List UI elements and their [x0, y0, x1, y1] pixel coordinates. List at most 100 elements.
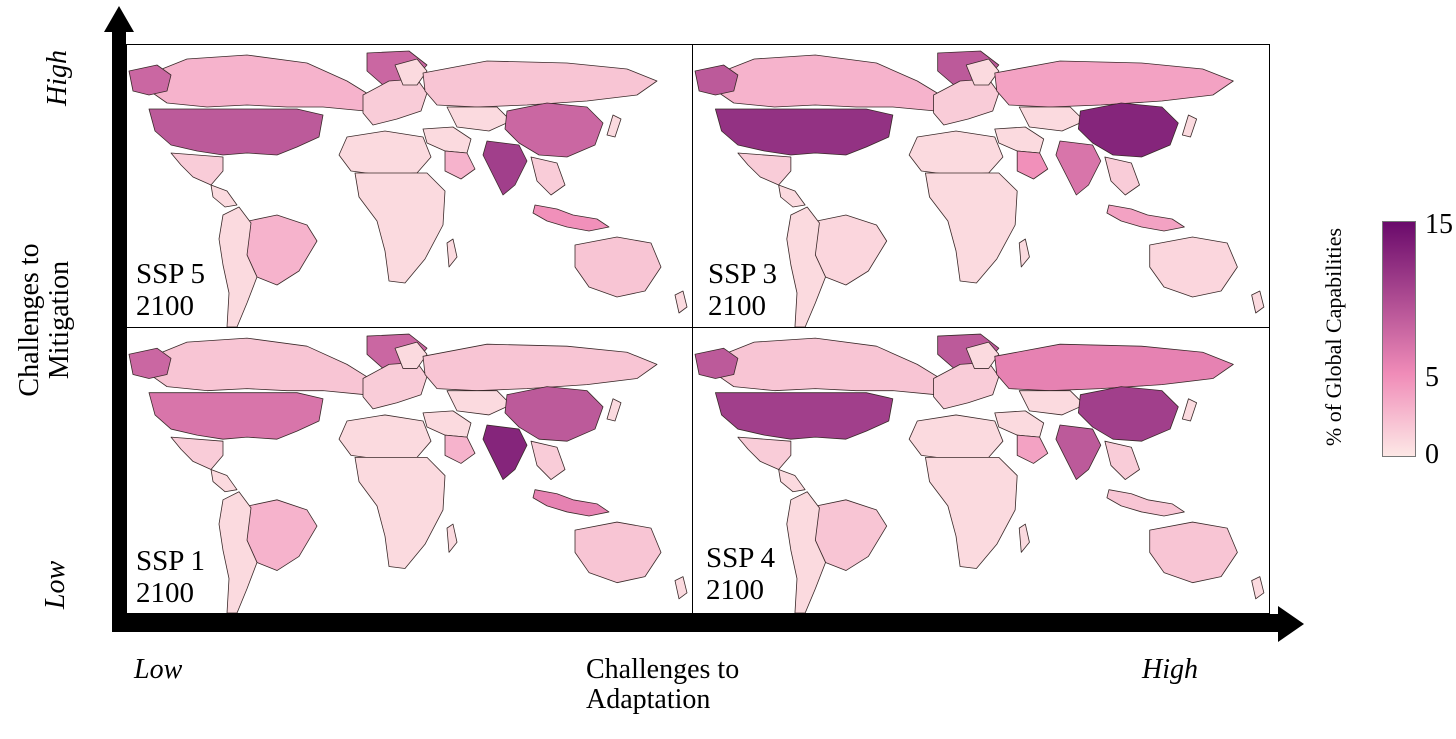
map-panel-ssp5	[127, 45, 692, 327]
map-panel-ssp4	[693, 328, 1269, 613]
country-mideast	[422, 126, 472, 154]
country-scandinavia	[394, 58, 428, 86]
country-mideast	[994, 410, 1045, 438]
country-alaska	[694, 64, 739, 96]
colorbar-gradient	[1382, 221, 1416, 457]
country-indonesia	[532, 489, 610, 517]
map-ssp4	[694, 333, 1265, 613]
country-canada	[146, 337, 374, 396]
country-indonesia	[532, 204, 610, 232]
country-usa	[148, 108, 324, 156]
y-axis-title-line1: Challenges to	[13, 243, 45, 397]
country-alaska	[694, 347, 739, 379]
country-japan	[606, 114, 622, 138]
x-axis-arrow-shaft	[112, 614, 1286, 632]
country-madagascar	[446, 523, 458, 553]
country-alaska	[128, 347, 172, 379]
country-safrica	[925, 456, 1018, 569]
country-seasia	[530, 156, 566, 196]
country-kazakh	[1018, 106, 1085, 132]
country-usa	[148, 392, 324, 440]
country-australia	[1149, 521, 1238, 584]
country-scandinavia	[965, 341, 1000, 369]
country-russia	[994, 60, 1234, 108]
country-kazakh	[446, 390, 512, 416]
country-india	[482, 424, 528, 481]
country-madagascar	[1018, 238, 1030, 268]
country-europe	[362, 78, 428, 126]
country-madagascar	[446, 238, 458, 268]
map-ssp1	[128, 333, 688, 613]
country-india	[482, 140, 528, 196]
country-china	[504, 102, 604, 158]
country-china	[1077, 386, 1179, 442]
country-nz	[674, 576, 688, 600]
country-kazakh	[446, 106, 512, 132]
x-axis-title-line2: Adaptation	[586, 684, 711, 716]
country-saudi	[444, 434, 476, 464]
scenario-label: SSP 4	[706, 542, 776, 574]
map-panel-ssp1	[127, 328, 692, 613]
map-panel-ssp3	[693, 45, 1269, 327]
country-mideast	[994, 126, 1045, 154]
country-central	[210, 184, 238, 208]
country-india	[1055, 140, 1102, 196]
country-kazakh	[1018, 390, 1085, 416]
country-russia	[422, 60, 658, 108]
y-axis-title-line2: Mitigation	[44, 260, 75, 380]
map-ssp3	[694, 50, 1265, 327]
country-canada	[146, 54, 374, 112]
year-label: 2100	[136, 290, 194, 323]
country-europe	[933, 361, 1000, 410]
x-axis-title-line1: Challenges to	[586, 654, 740, 685]
country-australia	[1149, 236, 1238, 298]
country-india	[1055, 424, 1102, 481]
y-axis-title: Challenges to Mitigation	[13, 243, 75, 397]
country-canada	[712, 54, 945, 112]
country-nafrica	[908, 130, 1004, 176]
country-indonesia	[1106, 204, 1185, 232]
country-mexico	[737, 152, 792, 186]
country-canada	[712, 337, 945, 396]
country-nz	[674, 290, 688, 314]
y-axis-high-label: High	[41, 50, 73, 106]
country-usa	[715, 392, 894, 440]
y-axis-low-label: Low	[39, 560, 71, 610]
country-southam	[218, 491, 258, 613]
country-australia	[574, 521, 662, 584]
year-label: 2100	[136, 577, 194, 610]
country-safrica	[354, 456, 446, 569]
country-europe	[362, 361, 428, 410]
country-safrica	[925, 172, 1018, 284]
country-nafrica	[338, 130, 432, 176]
country-central	[778, 469, 806, 493]
x-axis-low-label: Low	[134, 654, 183, 685]
country-central	[778, 184, 806, 208]
panel-divider-horizontal	[126, 327, 1270, 328]
country-central	[210, 469, 238, 493]
country-europe	[933, 78, 1000, 126]
country-japan	[1181, 398, 1198, 422]
country-mexico	[170, 152, 224, 186]
panel-caption-ssp3: SSP 3 2100	[708, 258, 777, 323]
country-nafrica	[908, 414, 1004, 460]
country-seasia	[1104, 156, 1140, 196]
country-saudi	[1016, 434, 1049, 464]
colorbar-title: % of Global Capabilities	[1321, 227, 1346, 447]
colorbar-tick-label: 0	[1425, 439, 1439, 470]
scenario-label: SSP 3	[708, 258, 778, 290]
country-nz	[1251, 290, 1265, 314]
x-axis-title: Challenges to Adaptation	[586, 654, 740, 716]
scenario-label: SSP 5	[136, 258, 206, 290]
colorbar-tick-label: 15	[1425, 209, 1453, 240]
country-southam	[218, 206, 258, 327]
panel-caption-ssp1: SSP 1 2100	[136, 545, 205, 610]
colorbar-tick-label: 5	[1425, 362, 1439, 393]
country-australia	[574, 236, 662, 298]
country-mexico	[737, 436, 792, 470]
y-axis-arrow-shaft	[112, 26, 126, 630]
country-indonesia	[1106, 489, 1185, 517]
y-axis-arrowhead	[104, 6, 134, 32]
country-china	[1077, 102, 1179, 158]
country-nz	[1251, 576, 1265, 600]
